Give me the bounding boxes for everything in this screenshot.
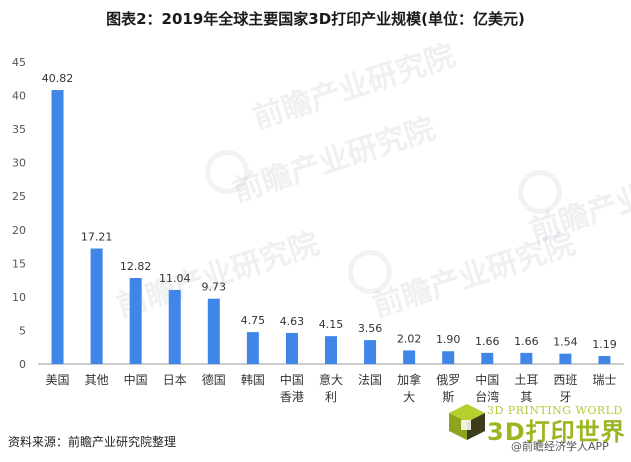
data-label: 2.02 [397,332,422,345]
y-tick-label: 45 [12,56,26,69]
data-label: 4.75 [241,314,266,327]
data-label: 1.54 [553,336,578,349]
bar [207,298,220,364]
x-tick-label: 俄罗斯 [436,373,460,404]
x-tick-label: 德国 [202,372,226,387]
bar [51,90,64,365]
3d-printing-world-logo-icon [449,404,485,440]
x-tick-label: 中国香港 [280,372,304,404]
data-label: 1.90 [436,333,461,346]
data-label: 3.56 [358,322,383,335]
brand-latin-text: 3D PRINTING WORLD [487,404,623,417]
x-tick-label: 瑞士 [592,373,616,387]
x-tick-label: 日本 [163,373,187,387]
bar-chart: 0 5 10 15 20 25 30 35 40 45 40.82 美国 17.21 其他 12.82 中国… [12,56,624,404]
x-tick-label: 土耳其 [514,373,538,404]
y-tick-label: 30 [12,157,26,170]
bar [364,340,377,364]
data-label: 11.04 [159,272,191,285]
bar [246,332,259,364]
y-tick-label: 5 [19,324,26,337]
bar [325,336,337,364]
data-label: 17.21 [81,231,113,244]
y-tick-label: 35 [12,123,26,136]
source-note: 资料来源：前瞻产业研究院整理 [8,435,177,449]
data-label: 4.63 [280,315,305,328]
bar [481,352,494,364]
x-tick-label: 中国 [124,372,148,387]
bar [442,351,455,364]
data-label: 4.15 [319,318,344,331]
data-label: 12.82 [120,260,152,273]
y-tick-label: 20 [12,224,26,237]
x-tick-label: 美国 [46,373,70,387]
bar [598,356,611,364]
bar [285,332,298,364]
x-tick-label: 中国台湾 [475,372,499,404]
bar [520,352,533,364]
y-tick-label: 40 [12,90,26,103]
y-tick-label: 15 [12,257,26,270]
x-tick-label: 韩国 [241,372,265,387]
y-tick-label: 0 [19,358,26,371]
x-tick-label: 意大利 [319,372,343,404]
data-label: 1.66 [475,335,500,348]
chart-title: 图表2：2019年全球主要国家3D打印产业规模(单位：亿美元) [106,10,525,28]
data-label: 1.66 [514,335,539,348]
x-tick-label: 法国 [358,373,382,387]
x-tick-label: 加拿大 [397,372,421,404]
data-label: 1.19 [592,338,617,351]
bar [559,353,572,364]
y-tick-label: 10 [12,291,26,304]
bar [168,289,181,364]
brand-sub: @前瞻经济学人APP [511,440,609,453]
data-label: 9.73 [202,281,227,294]
brand-name: 3D打印世界 [487,418,626,446]
bar [129,277,142,364]
data-label: 40.82 [42,72,74,85]
y-tick-label: 25 [12,190,26,203]
bar [90,248,103,364]
x-tick-label: 其他 [85,373,109,387]
x-tick-label: 西班牙 [553,373,577,404]
bar [403,350,416,364]
